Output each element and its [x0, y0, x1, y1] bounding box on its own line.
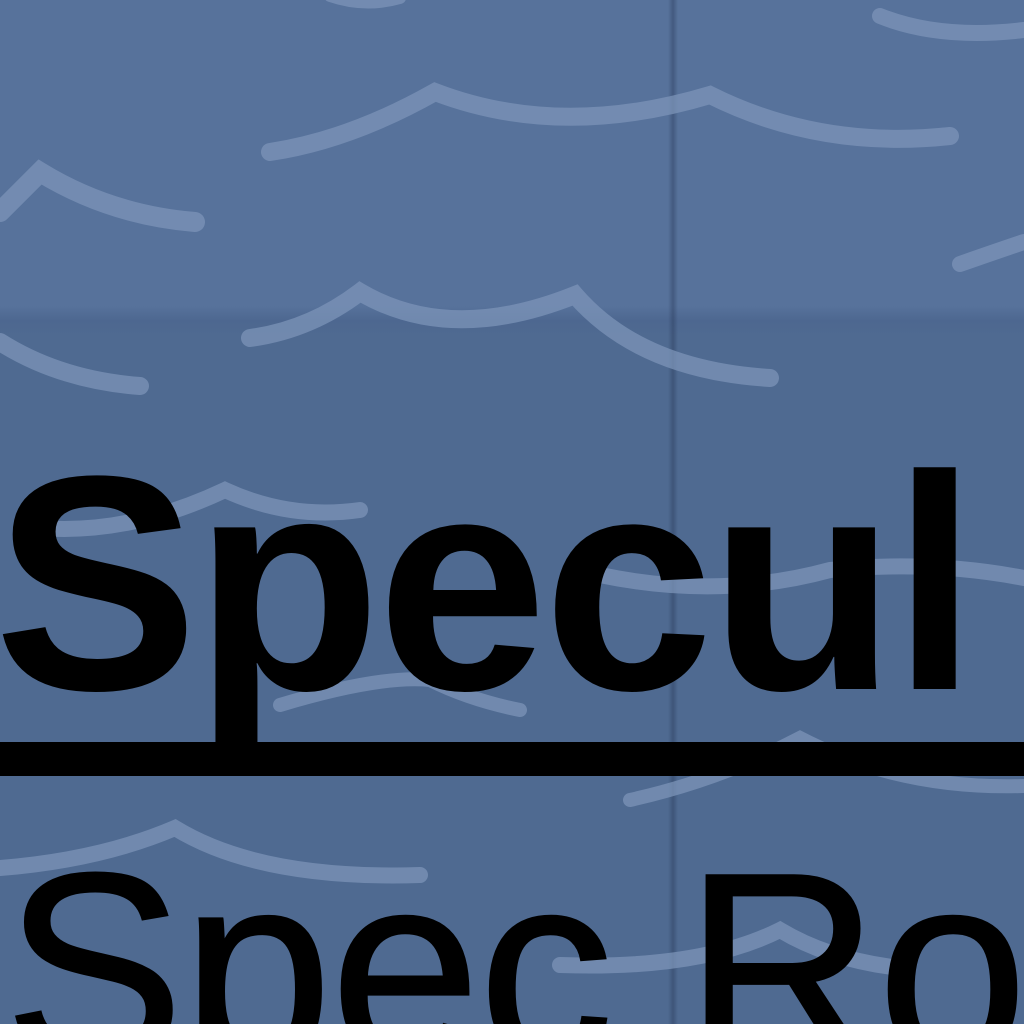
wave-stroke	[325, 0, 406, 9]
vertical-seam	[668, 0, 678, 1024]
wave-stroke	[0, 159, 205, 232]
wave-stroke	[273, 672, 527, 717]
page-title: Specul	[0, 412, 977, 754]
wave-stroke	[261, 82, 959, 161]
background-lower-band	[0, 312, 1024, 1024]
wave-stroke	[952, 234, 1024, 272]
section-heading: Spec Ro	[3, 818, 1024, 1024]
background-upper-band	[0, 0, 1024, 312]
wave-stroke	[0, 333, 149, 395]
wave-stroke	[552, 920, 908, 976]
wave-stroke	[872, 8, 1024, 41]
wave-stroke	[32, 481, 368, 537]
wave-stroke	[592, 558, 1024, 595]
wave-stroke	[623, 730, 1024, 807]
wave-stroke	[241, 281, 779, 387]
title-underline-divider	[0, 742, 1024, 776]
wave-stroke	[0, 819, 428, 884]
